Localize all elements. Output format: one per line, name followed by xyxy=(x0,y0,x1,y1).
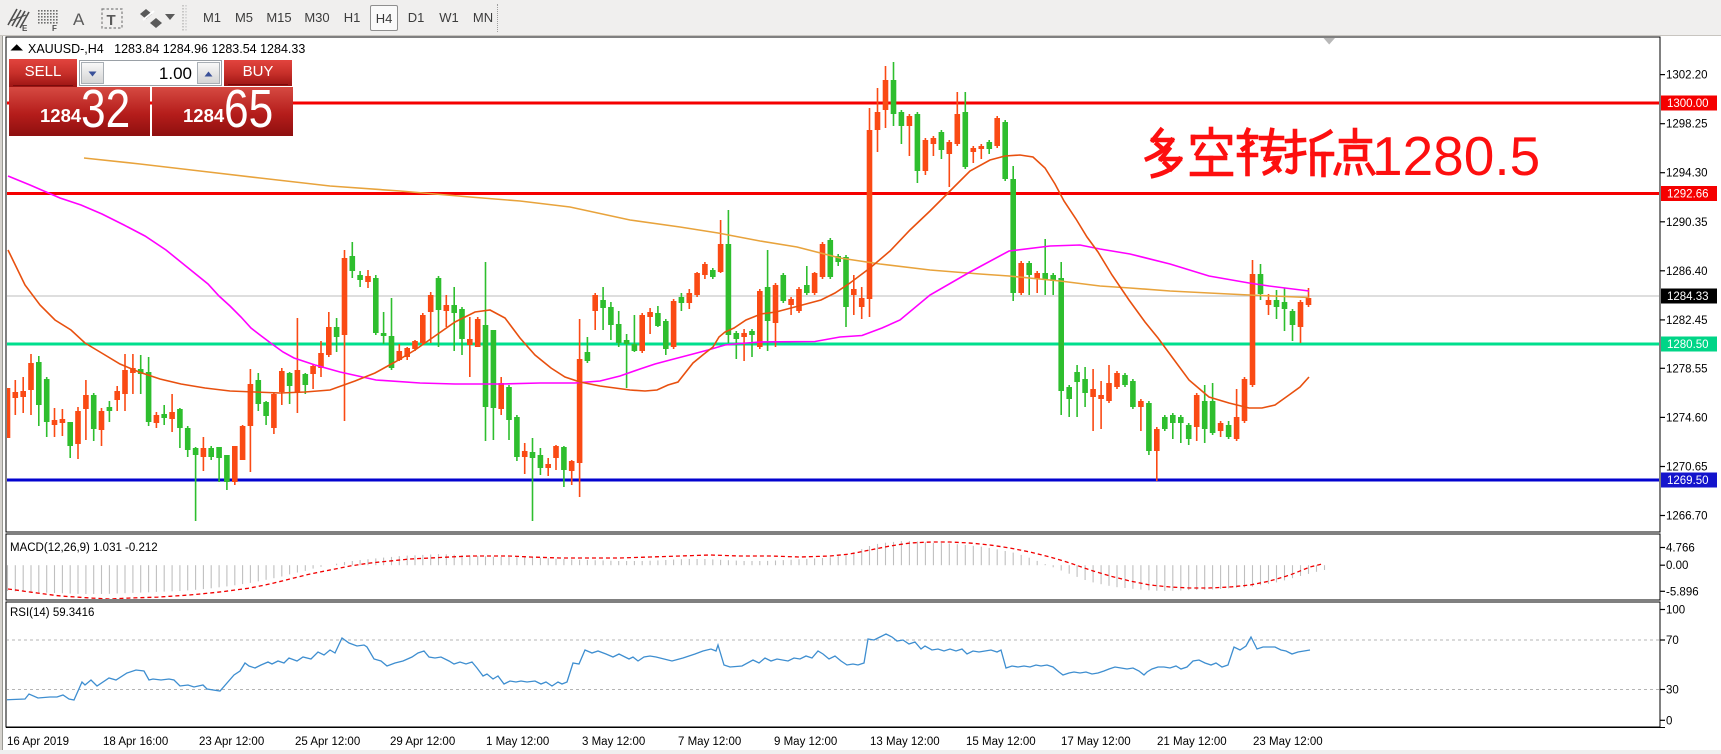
svg-text:3 May 12:00: 3 May 12:00 xyxy=(582,736,645,748)
svg-text:1270.65: 1270.65 xyxy=(1666,462,1708,474)
svg-text:1298.25: 1298.25 xyxy=(1666,119,1708,131)
svg-text:18 Apr 16:00: 18 Apr 16:00 xyxy=(103,736,168,748)
svg-text:23 May 12:00: 23 May 12:00 xyxy=(1253,736,1323,748)
svg-text:E: E xyxy=(22,24,28,33)
svg-text:1269.50: 1269.50 xyxy=(1667,475,1709,487)
svg-text:A: A xyxy=(73,10,85,29)
svg-text:100: 100 xyxy=(1666,605,1685,617)
svg-text:RSI(14) 59.3416: RSI(14) 59.3416 xyxy=(10,607,94,619)
svg-text:1286.40: 1286.40 xyxy=(1666,266,1708,278)
svg-text:MACD(12,26,9) 1.031 -0.212: MACD(12,26,9) 1.031 -0.212 xyxy=(10,542,158,554)
svg-text:9 May 12:00: 9 May 12:00 xyxy=(774,736,837,748)
svg-text:1 May 12:00: 1 May 12:00 xyxy=(486,736,549,748)
svg-text:1278.55: 1278.55 xyxy=(1666,363,1708,375)
svg-text:1292.66: 1292.66 xyxy=(1667,189,1709,201)
svg-text:16 Apr 2019: 16 Apr 2019 xyxy=(7,736,69,748)
svg-text:17 May 12:00: 17 May 12:00 xyxy=(1061,736,1131,748)
svg-text:25 Apr 12:00: 25 Apr 12:00 xyxy=(295,736,360,748)
svg-text:29 Apr 12:00: 29 Apr 12:00 xyxy=(390,736,455,748)
svg-text:7 May 12:00: 7 May 12:00 xyxy=(678,736,741,748)
svg-text:30: 30 xyxy=(1666,685,1679,697)
svg-text:-5.896: -5.896 xyxy=(1666,586,1699,598)
svg-text:0: 0 xyxy=(1666,715,1672,727)
svg-text:1284.33: 1284.33 xyxy=(1667,291,1709,303)
svg-text:T: T xyxy=(107,12,116,29)
svg-text:1274.60: 1274.60 xyxy=(1666,412,1708,424)
svg-text:15 May 12:00: 15 May 12:00 xyxy=(966,736,1036,748)
svg-text:70: 70 xyxy=(1666,635,1679,647)
svg-text:1290.35: 1290.35 xyxy=(1666,217,1708,229)
svg-text:1282.45: 1282.45 xyxy=(1666,315,1708,327)
svg-text:1266.70: 1266.70 xyxy=(1666,511,1708,523)
svg-text:13 May 12:00: 13 May 12:00 xyxy=(870,736,940,748)
svg-text:0.00: 0.00 xyxy=(1666,560,1688,572)
svg-text:XAUUSD-,H4 1283.84 1284.96 1: XAUUSD-,H4 1283.84 1284.96 1283.54 1284.… xyxy=(28,42,305,56)
svg-text:21 May 12:00: 21 May 12:00 xyxy=(1157,736,1227,748)
svg-text:F: F xyxy=(52,24,57,33)
svg-text:1302.20: 1302.20 xyxy=(1666,70,1708,82)
svg-text:1294.30: 1294.30 xyxy=(1666,168,1708,180)
svg-text:1280.50: 1280.50 xyxy=(1667,339,1709,351)
svg-text:1300.00: 1300.00 xyxy=(1667,98,1709,110)
svg-text:23 Apr 12:00: 23 Apr 12:00 xyxy=(199,736,264,748)
svg-text:1280.5: 1280.5 xyxy=(1372,125,1540,187)
svg-text:4.766: 4.766 xyxy=(1666,543,1695,555)
